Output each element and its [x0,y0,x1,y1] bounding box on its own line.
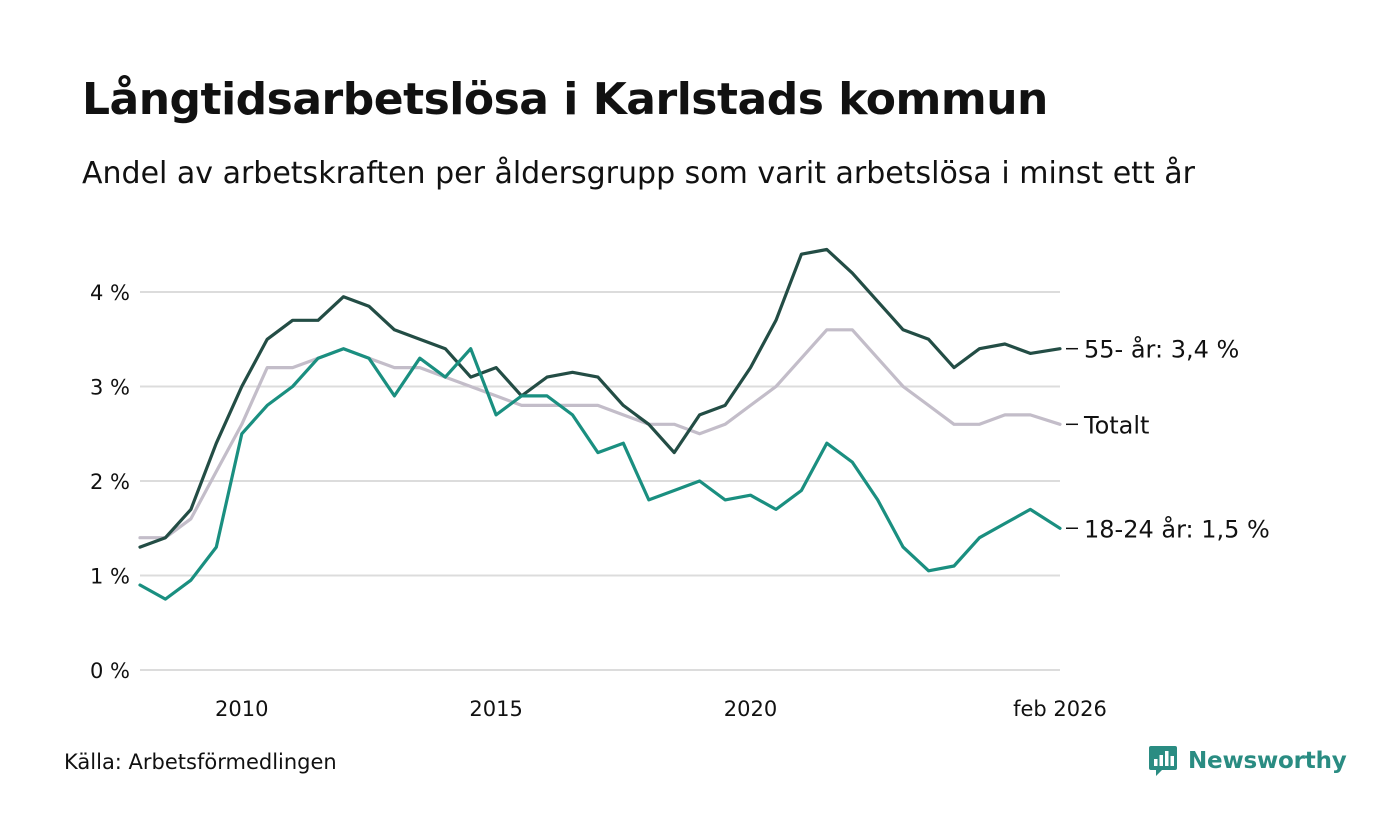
source-note: Källa: Arbetsförmedlingen [64,750,337,774]
y-axis-ticks: 0 % 1 % 2 % 3 % 4 % [90,281,130,683]
y-tick-label: 2 % [90,470,130,494]
x-tick-label: 2015 [469,697,522,721]
x-tick-label: 2020 [724,697,777,721]
end-labels: Totalt 55- år: 3,4 % 18-24 år: 1,5 % [1066,335,1270,543]
line-chart: 0 % 1 % 2 % 3 % 4 % 2010 2015 2020 feb 2026 Tot… [90,247,1270,721]
x-axis-ticks: 2010 2015 2020 feb 2026 [215,697,1107,721]
y-tick-label: 1 % [90,565,130,589]
chart-subtitle: Andel av arbetskraften per åldersgrupp s… [82,156,1195,191]
end-label: 18-24 år: 1,5 % [1084,514,1270,543]
chart-title: Långtidsarbetslösa i Karlstads kommun [82,74,1048,125]
end-label: 55- år: 3,4 % [1084,335,1239,364]
x-tick-label: 2010 [215,697,268,721]
brand-name: Newsworthy [1188,748,1347,774]
y-tick-label: 3 % [90,376,130,400]
end-label: Totalt [1083,411,1149,439]
grid-layer [140,291,1060,671]
series-line-1 [138,247,1062,549]
series-line-2 [138,347,1062,601]
brand-logo: Newsworthy [1148,744,1347,778]
x-tick-label: feb 2026 [1013,697,1107,721]
newsworthy-logo-icon [1149,746,1177,776]
series-layer [138,247,1062,601]
y-tick-label: 4 % [90,281,130,305]
y-tick-label: 0 % [90,659,130,683]
series-line-0 [138,328,1062,540]
